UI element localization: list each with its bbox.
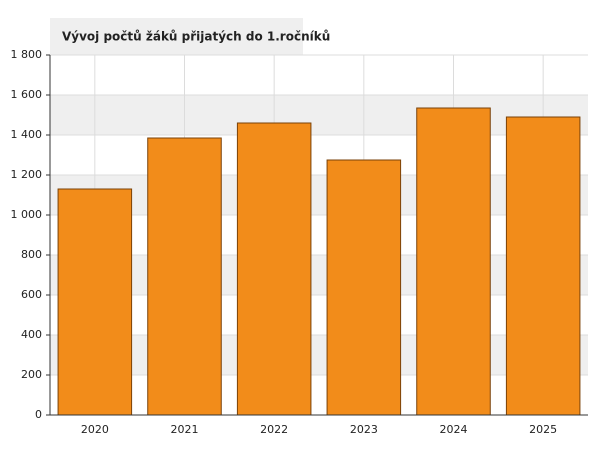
grid-band bbox=[50, 255, 588, 295]
bar bbox=[505, 116, 581, 416]
y-tick-label: 800 bbox=[21, 248, 42, 261]
x-tick-label: 2022 bbox=[260, 423, 288, 436]
bar bbox=[57, 188, 133, 416]
bar bbox=[236, 122, 312, 416]
x-tick-label: 2020 bbox=[81, 423, 109, 436]
y-tick-label: 1 400 bbox=[11, 128, 43, 141]
y-tick-label: 1 600 bbox=[11, 88, 43, 101]
y-tick-label: 0 bbox=[35, 408, 42, 421]
grid-band bbox=[50, 95, 588, 135]
x-tick-label: 2025 bbox=[529, 423, 557, 436]
x-tick-label: 2023 bbox=[350, 423, 378, 436]
title-tab bbox=[50, 18, 303, 55]
chart-title: Vývoj počtů žáků přijatých do 1.ročníků bbox=[62, 30, 330, 44]
y-tick-label: 600 bbox=[21, 288, 42, 301]
y-tick-label: 400 bbox=[21, 328, 42, 341]
y-tick-label: 1 800 bbox=[11, 48, 43, 61]
x-tick-label: 2021 bbox=[171, 423, 199, 436]
y-tick-label: 1 200 bbox=[11, 168, 43, 181]
bar bbox=[416, 107, 491, 416]
grid-band bbox=[50, 335, 588, 375]
bar bbox=[147, 137, 222, 416]
bar bbox=[326, 159, 402, 416]
y-tick-label: 200 bbox=[21, 368, 42, 381]
grid-band bbox=[50, 175, 588, 215]
y-tick-label: 1 000 bbox=[11, 208, 43, 221]
x-tick-label: 2024 bbox=[440, 423, 468, 436]
